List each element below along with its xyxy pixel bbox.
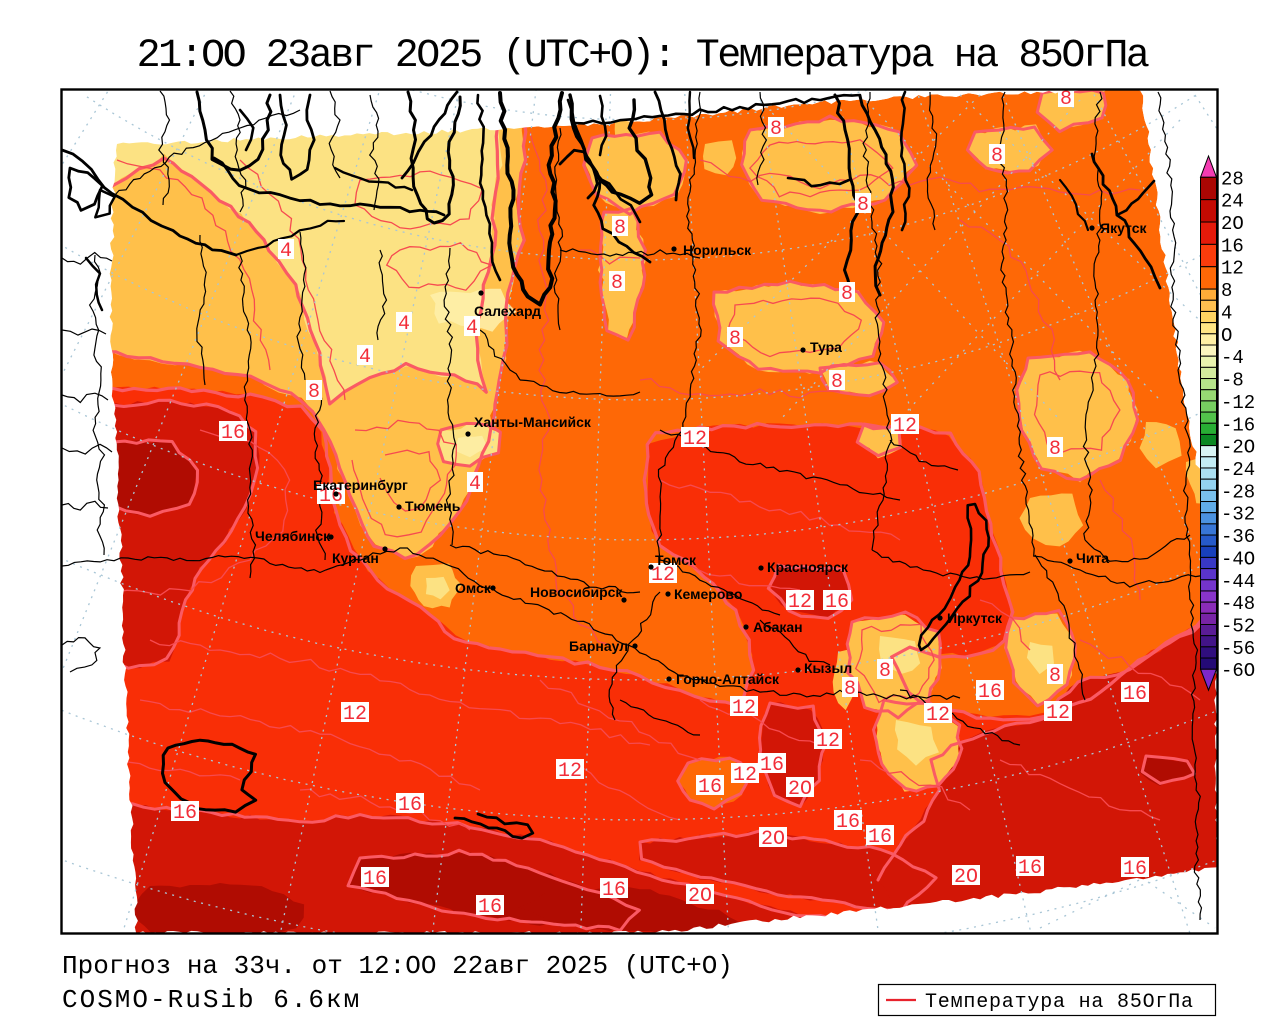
svg-text:8: 8: [831, 371, 843, 394]
svg-text:-44: -44: [1221, 571, 1255, 593]
svg-text:4: 4: [466, 317, 478, 340]
svg-text:8: 8: [879, 660, 891, 683]
svg-text:4: 4: [359, 346, 371, 369]
svg-text:Иркутск: Иркутск: [947, 610, 1003, 626]
svg-text:16: 16: [221, 422, 245, 445]
svg-text:Челябинск: Челябинск: [255, 528, 331, 544]
svg-text:Екатеринбург: Екатеринбург: [313, 477, 408, 493]
svg-text:12: 12: [732, 697, 756, 720]
svg-text:16: 16: [363, 868, 387, 891]
svg-text:8: 8: [841, 283, 853, 306]
svg-text:16: 16: [978, 681, 1002, 704]
svg-text:28: 28: [1221, 168, 1244, 190]
svg-text:О: О: [1221, 325, 1232, 347]
svg-text:-2О: -2О: [1221, 437, 1255, 459]
svg-text:Красноярск: Красноярск: [767, 559, 849, 575]
svg-text:4: 4: [398, 313, 410, 336]
svg-text:12: 12: [733, 764, 757, 787]
svg-text:12: 12: [893, 415, 917, 438]
svg-text:-24: -24: [1221, 459, 1255, 481]
svg-text:8: 8: [308, 381, 320, 404]
svg-text:16: 16: [1123, 683, 1147, 706]
svg-text:Тура: Тура: [810, 339, 842, 355]
svg-text:Новосибирск: Новосибирск: [530, 584, 623, 600]
svg-text:12: 12: [558, 760, 582, 783]
svg-text:16: 16: [1221, 235, 1244, 257]
svg-text:12: 12: [683, 428, 707, 451]
svg-text:8: 8: [844, 678, 856, 701]
svg-text:12: 12: [1221, 258, 1244, 280]
svg-text:8: 8: [991, 145, 1003, 168]
svg-text:2О: 2О: [954, 866, 978, 889]
svg-text:Томск: Томск: [655, 552, 697, 568]
svg-text:-4: -4: [1221, 347, 1244, 369]
svg-text:16: 16: [836, 811, 860, 834]
svg-text:-16: -16: [1221, 414, 1255, 436]
svg-text:-4О: -4О: [1221, 548, 1255, 570]
svg-text:Барнаул: Барнаул: [569, 638, 628, 654]
svg-text:-56: -56: [1221, 638, 1255, 660]
svg-text:24: 24: [1221, 191, 1244, 213]
svg-text:Курган: Курган: [332, 550, 379, 566]
svg-text:Прогноз на 33ч. от 12:ОО 22авг: Прогноз на 33ч. от 12:ОО 22авг 2О25 (UTC…: [62, 951, 733, 981]
svg-text:Кызыл: Кызыл: [804, 660, 852, 676]
svg-text:16: 16: [1123, 858, 1147, 881]
svg-text:2О: 2О: [688, 885, 712, 908]
svg-text:Горно-Алтайск: Горно-Алтайск: [676, 671, 780, 687]
svg-text:Ханты-Мансийск: Ханты-Мансийск: [474, 414, 592, 430]
svg-text:12: 12: [816, 730, 840, 753]
svg-text:-8: -8: [1221, 370, 1244, 392]
svg-text:8: 8: [1221, 280, 1232, 302]
svg-text:-48: -48: [1221, 593, 1255, 615]
svg-text:16: 16: [868, 826, 892, 849]
svg-text:8: 8: [614, 217, 626, 240]
svg-text:21:ОО 23авг 2О25 (UTC+О): Темп: 21:ОО 23авг 2О25 (UTC+О): Температура на…: [137, 34, 1149, 79]
svg-text:Температура на 85ОгПа: Температура на 85ОгПа: [925, 991, 1194, 1014]
svg-text:8: 8: [770, 118, 782, 141]
svg-text:16: 16: [602, 879, 626, 902]
svg-text:8: 8: [611, 272, 623, 295]
svg-text:2О: 2О: [788, 778, 812, 801]
svg-text:-32: -32: [1221, 504, 1255, 526]
svg-text:12: 12: [651, 564, 675, 587]
svg-text:4: 4: [469, 473, 481, 496]
svg-text:-52: -52: [1221, 616, 1255, 638]
svg-text:-6О: -6О: [1221, 660, 1255, 682]
svg-text:12: 12: [1046, 702, 1070, 725]
svg-text:-12: -12: [1221, 392, 1255, 414]
svg-text:8: 8: [857, 194, 869, 217]
svg-text:16: 16: [398, 794, 422, 817]
svg-text:12: 12: [788, 591, 812, 614]
svg-text:12: 12: [926, 704, 950, 727]
svg-text:16: 16: [478, 896, 502, 919]
svg-text:Кемерово: Кемерово: [674, 586, 742, 602]
svg-text:4: 4: [280, 240, 292, 263]
svg-text:8: 8: [729, 328, 741, 351]
svg-text:COSMO-RuSib 6.6км: COSMO-RuSib 6.6км: [62, 985, 361, 1015]
svg-text:16: 16: [319, 485, 343, 508]
svg-text:16: 16: [760, 754, 784, 777]
svg-text:16: 16: [698, 776, 722, 799]
svg-text:2О: 2О: [761, 828, 785, 851]
svg-text:Чита: Чита: [1076, 550, 1109, 566]
svg-text:Салехард: Салехард: [474, 303, 541, 319]
svg-text:16: 16: [825, 591, 849, 614]
svg-text:Абакан: Абакан: [753, 619, 803, 635]
svg-text:Якутск: Якутск: [1100, 220, 1147, 236]
svg-text:12: 12: [343, 703, 367, 726]
svg-text:Омск: Омск: [455, 580, 492, 596]
svg-text:Тюмень: Тюмень: [405, 498, 461, 514]
svg-text:8: 8: [1049, 665, 1061, 688]
svg-text:2О: 2О: [1221, 213, 1244, 235]
svg-text:8: 8: [1049, 438, 1061, 461]
svg-text:16: 16: [173, 802, 197, 825]
svg-text:8: 8: [1060, 88, 1072, 111]
svg-text:-36: -36: [1221, 526, 1255, 548]
svg-text:Норильск: Норильск: [683, 242, 752, 258]
svg-text:4: 4: [1221, 303, 1232, 325]
svg-text:16: 16: [1018, 857, 1042, 880]
svg-text:-28: -28: [1221, 481, 1255, 503]
